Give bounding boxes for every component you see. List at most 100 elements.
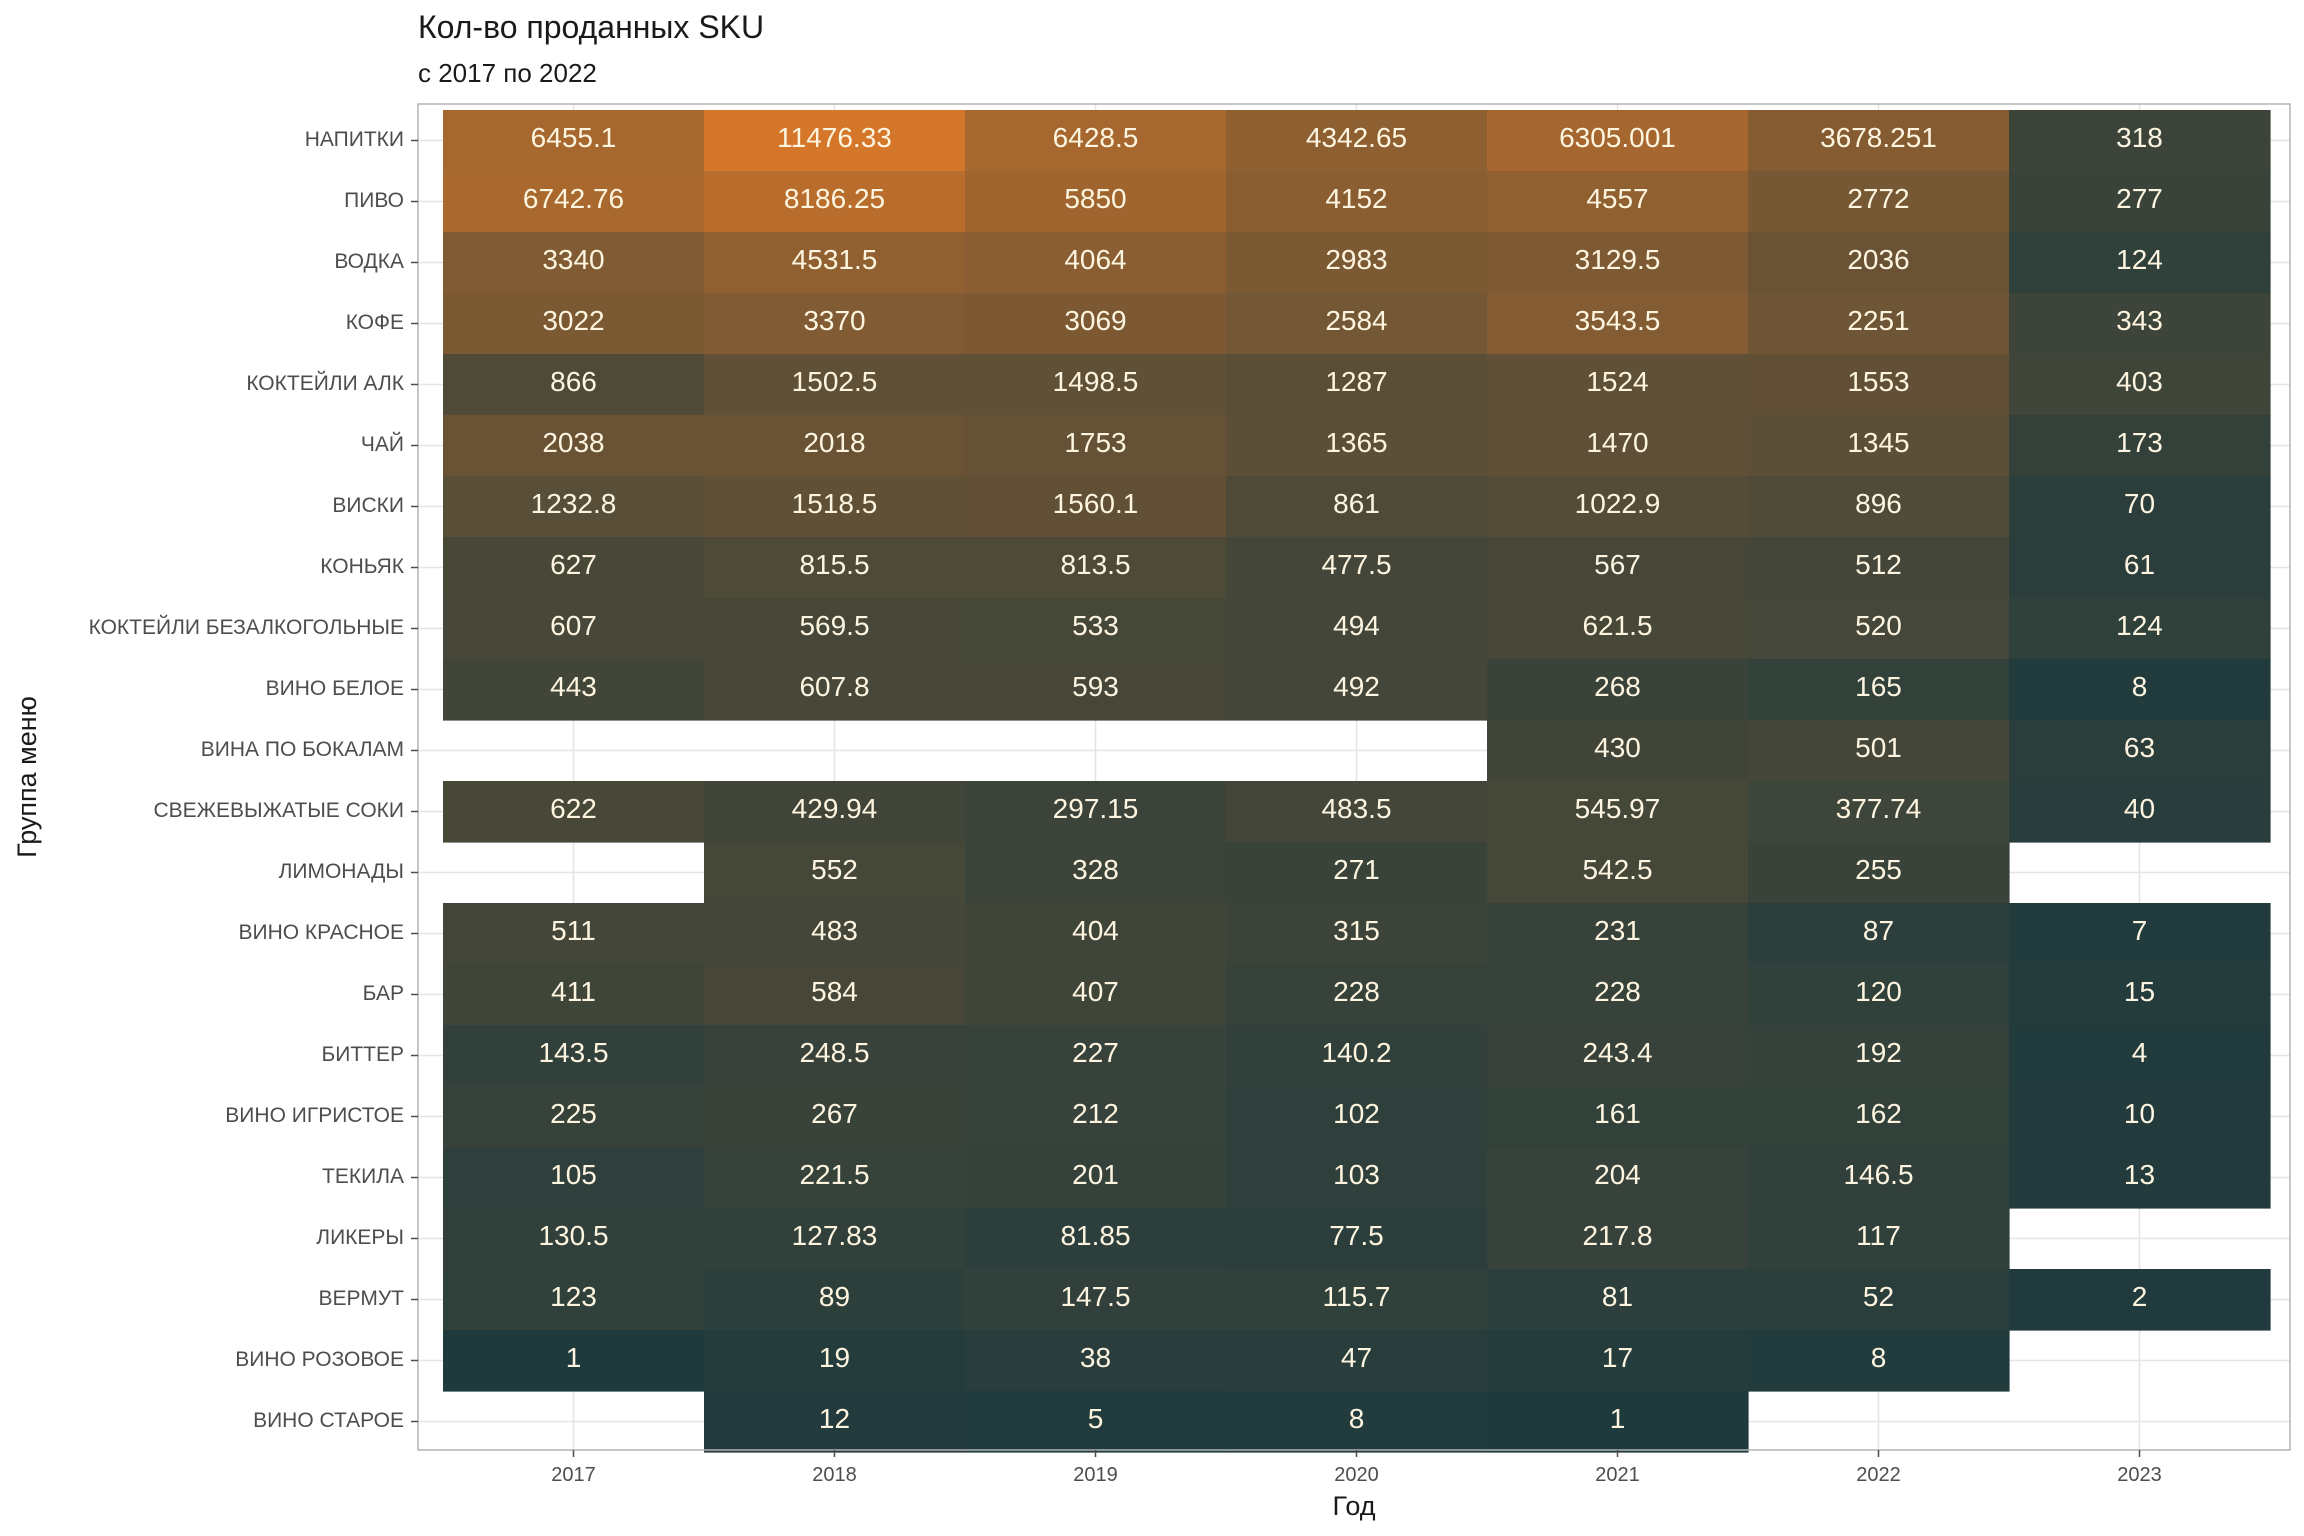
y-tick-label: СВЕЖЕВЫЖАТЫЕ СОКИ [153,799,404,822]
heatmap-cell [443,1147,705,1209]
heatmap-cell [1487,1086,1749,1148]
heatmap-cell [1226,1330,1488,1392]
cell-value-label: 103 [1333,1159,1380,1190]
heatmap-cell [1748,1025,2010,1087]
heatmap-cell [1226,1147,1488,1209]
cell-value-label: 896 [1855,488,1902,519]
cell-value-label: 10 [2124,1098,2155,1129]
y-tick-label: ВИНО ИГРИСТОЕ [225,1104,404,1127]
heatmap-cell [443,1269,705,1331]
heatmap-cell [2009,1269,2271,1331]
heatmap-cell [2009,354,2271,416]
y-axis-title: Группа меню [12,696,42,858]
heatmap-cell [2009,964,2271,1026]
heatmap-cell [704,964,966,1026]
cell-value-label: 569.5 [799,610,869,641]
heatmap-cell [965,1147,1227,1209]
cell-value-label: 1287 [1325,366,1387,397]
heatmap-cell [443,903,705,965]
heatmap-cell [1226,1391,1488,1453]
y-tick-label: НАПИТКИ [305,128,404,151]
heatmap-cell [1748,110,2010,172]
cell-value-label: 192 [1855,1037,1902,1068]
heatmap-cell [1487,293,1749,355]
cell-value-label: 297.15 [1053,793,1139,824]
cell-value-label: 47 [1341,1342,1372,1373]
heatmap-cell [1226,598,1488,660]
cell-value-label: 483 [811,915,858,946]
heatmap-cell [443,476,705,538]
heatmap-cell [443,781,705,843]
heatmap-cell [1487,1208,1749,1270]
heatmap-cell [443,1025,705,1087]
cell-value-label: 204 [1594,1159,1641,1190]
cell-value-label: 2 [2132,1281,2148,1312]
heatmap-cell [965,1208,1227,1270]
heatmap-cell [1748,354,2010,416]
cell-value-label: 1753 [1064,427,1126,458]
heatmap-cell [1226,842,1488,904]
cell-value-label: 123 [550,1281,597,1312]
cell-value-label: 3022 [542,305,604,336]
cell-value-label: 1232.8 [531,488,617,519]
cell-value-label: 1470 [1586,427,1648,458]
cell-value-label: 40 [2124,793,2155,824]
heatmap-cell [704,415,966,477]
heatmap-cell [1748,598,2010,660]
y-tick-label: ВИНО РОЗОВОЕ [235,1348,404,1371]
heatmap-cell [704,598,966,660]
cell-value-label: 162 [1855,1098,1902,1129]
cell-value-label: 429.94 [792,793,878,824]
heatmap-cell [704,1086,966,1148]
heatmap-cell [1748,537,2010,599]
cell-value-label: 225 [550,1098,597,1129]
y-tick-label: КОФЕ [346,311,404,334]
heatmap-cell [1226,781,1488,843]
cell-value-label: 243.4 [1582,1037,1652,1068]
heatmap-cell [1487,110,1749,172]
cell-value-label: 117 [1856,1220,1901,1251]
cell-value-label: 124 [2116,244,2163,275]
heatmap-cell [965,842,1227,904]
heatmap-cell [1226,1269,1488,1331]
heatmap-cell [965,903,1227,965]
heatmap-cell [443,1208,705,1270]
chart-subtitle: с 2017 по 2022 [418,58,597,88]
cell-value-label: 403 [2116,366,2163,397]
heatmap-cell [704,1391,966,1453]
cell-value-label: 404 [1072,915,1119,946]
cell-value-label: 377.74 [1836,793,1922,824]
y-tick-label: ТЕКИЛА [322,1165,404,1188]
cell-value-label: 621.5 [1582,610,1652,641]
cell-value-label: 8 [1871,1342,1887,1373]
heatmap-cell [443,171,705,233]
y-tick-label: КОНЬЯК [320,555,405,578]
heatmap-cell [704,1330,966,1392]
heatmap-cell [2009,781,2271,843]
cell-value-label: 63 [2124,732,2155,763]
cell-value-label: 520 [1855,610,1902,641]
cell-value-label: 81 [1602,1281,1633,1312]
cell-value-label: 143.5 [538,1037,608,1068]
heatmap-cells [443,110,2271,1453]
heatmap-cell [704,903,966,965]
heatmap-cell [704,659,966,721]
y-tick-label: ВИСКИ [332,494,404,517]
heatmap-cell [1226,659,1488,721]
cell-value-label: 3370 [803,305,865,336]
heatmap-cell [1487,659,1749,721]
cell-value-label: 8186.25 [784,183,885,214]
cell-value-label: 2018 [803,427,865,458]
cell-value-label: 343 [2116,305,2163,336]
heatmap-cell [1226,110,1488,172]
y-tick-label: ВОДКА [334,250,404,273]
cell-value-label: 124 [2116,610,2163,641]
cell-value-label: 584 [811,976,858,1007]
x-tick-label: 2023 [2117,1464,2162,1486]
y-tick-label: ЛИКЕРЫ [316,1226,404,1249]
y-tick-label: ЛИМОНАДЫ [279,860,404,883]
cell-value-label: 228 [1594,976,1641,1007]
cell-value-label: 52 [1863,1281,1894,1312]
cell-value-label: 1553 [1847,366,1909,397]
heatmap-cell [704,537,966,599]
